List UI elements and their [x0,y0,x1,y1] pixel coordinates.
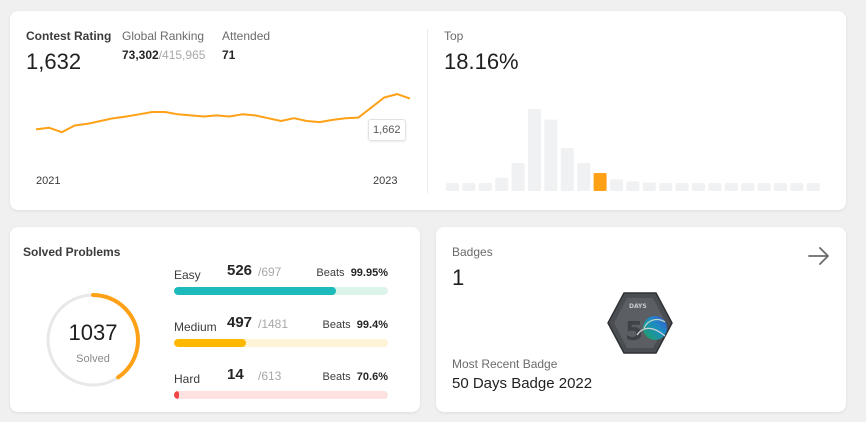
solved-ring-graphic [46,293,140,387]
top-label: Top [444,29,464,43]
beats-value: 70.6% [356,371,388,383]
distribution-bar [528,109,541,191]
arrow-right-icon[interactable] [807,244,831,268]
difficulty-name: Easy [174,268,201,282]
distribution-bar [478,183,492,191]
difficulty-beats: Beats 99.4% [323,319,388,331]
rating-trend-line [35,93,411,134]
top-percent-value: 18.16% [444,49,519,74]
difficulty-progress-fill [174,287,336,295]
distribution-bar [462,183,476,191]
distribution-bar [544,119,558,191]
year-start-label: 2021 [36,175,61,187]
beats-label: Beats [316,267,345,279]
solved-ring-arc [46,293,140,387]
difficulty-progress-fill [174,391,179,399]
attended-value: 71 [222,48,236,62]
badges-card: Badges 1 DAYS 5 Most Recent Badge 50 Day… [436,227,846,412]
global-ranking-label: Global Ranking [122,29,205,43]
beats-value: 99.4% [356,319,388,331]
difficulty-name: Medium [174,320,217,334]
global-ranking-rank: 73,302 [122,48,159,62]
distribution-bar [577,163,591,191]
difficulty-solved: 526 [227,262,253,279]
difficulty-progress-bar [174,391,388,399]
difficulty-solved: 14 [227,366,244,383]
distribution-bar [560,148,574,191]
difficulty-total: /697 [258,265,282,279]
difficulty-total: /613 [258,369,282,383]
beats-label: Beats [322,319,351,331]
year-end-label: 2023 [373,175,398,187]
solved-problems-card: Solved Problems 1037 Solved Easy 526 /69… [10,227,420,412]
distribution-bar [692,183,705,191]
solved-count: 1037 [68,320,118,345]
difficulty-progress-bar [174,339,388,347]
distribution-bar [626,181,640,191]
distribution-bar [774,183,787,191]
rating-trend-chart[interactable] [32,89,414,153]
beats-label: Beats [322,371,351,383]
rating-tooltip: 1,662 [368,119,406,141]
difficulty-name: Hard [174,372,201,386]
distribution-bar [724,183,738,191]
recent-badge-name[interactable]: 50 Days Badge 2022 [452,375,593,392]
distribution-bar [511,163,525,191]
solved-ring[interactable]: 1037 Solved [45,292,141,388]
recent-badge-label: Most Recent Badge [452,357,558,371]
distribution-bar-current [593,173,607,191]
distribution-bar [708,183,722,191]
attended-label: Attended [222,29,271,43]
distribution-bar [741,183,755,191]
solved-count-label: Solved [76,353,110,365]
badges-label: Badges [452,245,493,259]
distribution-bar [610,179,623,191]
global-ranking-total: /415,965 [158,48,206,62]
distribution-bar [446,183,459,191]
top-distribution-chart[interactable] [446,107,828,191]
distribution-bar [495,177,509,191]
beats-value: 99.95% [350,267,388,279]
contest-rating-label: Contest Rating [26,29,112,43]
distribution-bar [659,183,673,191]
distribution-bar [790,183,804,191]
difficulty-solved: 497 [227,314,253,331]
difficulty-progress-bar [174,287,388,295]
distribution-bar [675,183,689,191]
difficulty-total: /1481 [258,317,289,331]
solved-problems-title: Solved Problems [23,245,121,259]
badge-days-text: DAYS [629,303,647,310]
badge-number-art: 5 [625,317,643,347]
contest-rating-card: Contest Rating 1,632 Global Ranking 73,3… [10,11,846,210]
difficulty-beats: Beats 99.95% [316,267,388,279]
badges-count: 1 [452,265,465,290]
card-divider [427,29,428,193]
distribution-bar [642,182,656,191]
difficulty-beats: Beats 70.6% [323,371,388,383]
50-days-badge-icon[interactable]: DAYS 5 [607,292,673,354]
distribution-bar [757,183,771,191]
difficulty-progress-fill [174,339,246,347]
global-ranking-value: 73,302/415,965 [122,48,205,62]
contest-rating-value: 1,632 [26,49,82,74]
distribution-bar [806,183,820,191]
